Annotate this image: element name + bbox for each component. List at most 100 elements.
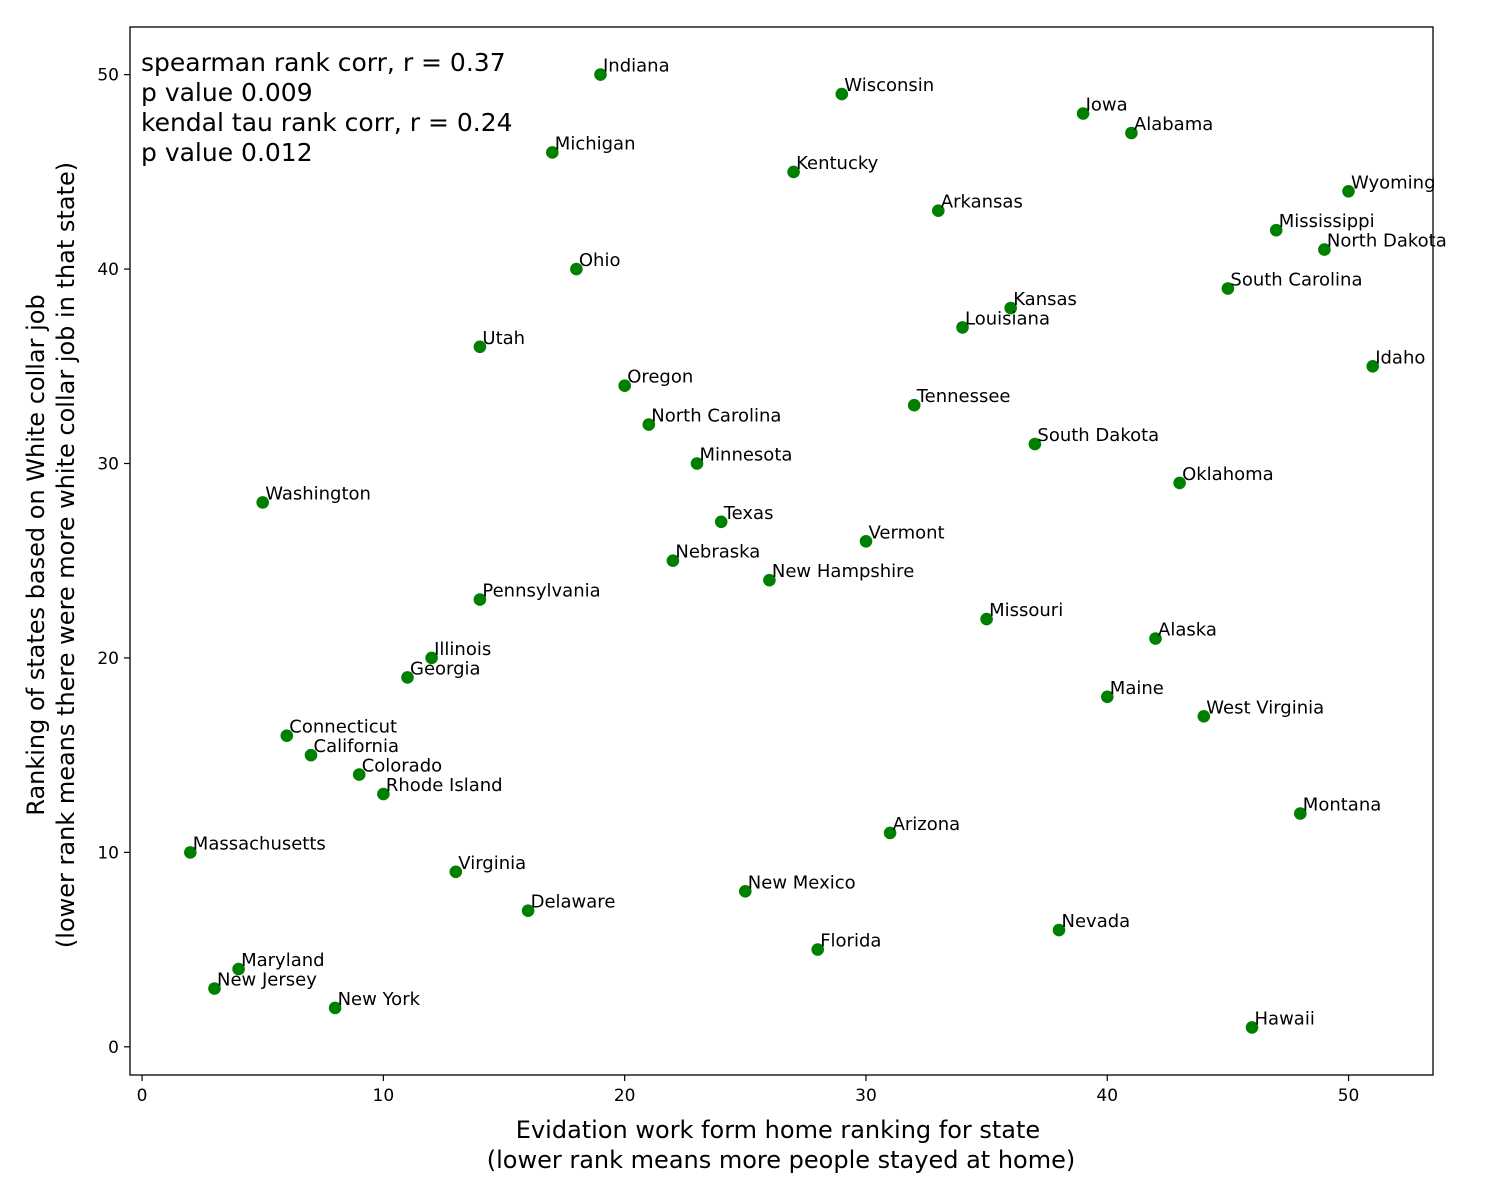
point-marker xyxy=(907,398,921,412)
x-tick-label: 30 xyxy=(855,1086,877,1106)
point-label: Oregon xyxy=(627,367,693,388)
stats-line-2: p value 0.009 xyxy=(141,78,313,107)
point-label: Kansas xyxy=(1013,289,1077,310)
point-marker xyxy=(401,671,414,684)
point-marker xyxy=(1342,185,1355,198)
point-label: Oklahoma xyxy=(1182,464,1274,485)
point-label: Vermont xyxy=(869,522,945,543)
point-marker xyxy=(714,515,728,529)
point-label: Rhode Island xyxy=(386,775,503,796)
point-marker xyxy=(980,612,993,626)
point-label: Nebraska xyxy=(675,542,760,563)
point-label: New York xyxy=(338,989,421,1010)
point-label: Maine xyxy=(1110,678,1164,699)
point-label: Arizona xyxy=(893,814,961,835)
point-marker xyxy=(859,535,873,548)
point-label: North Carolina xyxy=(651,406,781,427)
point-marker xyxy=(1004,301,1017,315)
point-marker xyxy=(763,573,776,587)
point-marker xyxy=(1052,923,1066,937)
point-marker xyxy=(521,904,535,917)
stats-line-4: p value 0.012 xyxy=(141,138,313,167)
point-label: Hawaii xyxy=(1255,1008,1315,1029)
point-label: Florida xyxy=(820,931,881,952)
point-label: Minnesota xyxy=(700,445,793,466)
point-label: Pennsylvania xyxy=(482,581,600,602)
point-marker xyxy=(594,68,607,81)
y-axis-ticks: 0 10 20 30 40 50 xyxy=(97,66,130,1058)
x-tick-label: 40 xyxy=(1096,1086,1118,1106)
point-marker xyxy=(352,768,366,781)
point-marker xyxy=(377,787,390,801)
point-marker xyxy=(1269,223,1283,237)
point-marker xyxy=(1076,107,1090,120)
point-label: Texas xyxy=(723,503,774,524)
point-marker xyxy=(328,1001,342,1015)
point-marker xyxy=(883,826,897,840)
point-label: Iowa xyxy=(1086,95,1128,116)
point-label: New Hampshire xyxy=(772,561,914,582)
point-marker xyxy=(304,748,318,762)
point-label: North Dakota xyxy=(1327,231,1447,252)
y-axis-label-line-1: Ranking of states based on White collar … xyxy=(22,294,50,815)
x-axis-label-line-1: Evidation work form home ranking for sta… xyxy=(516,1116,1040,1144)
point-marker xyxy=(1028,437,1042,451)
point-labels-layer: Indiana Wisconsin Iowa Alabama Michigan Kentu… xyxy=(193,56,1447,1030)
point-marker xyxy=(1173,476,1186,490)
point-label: South Dakota xyxy=(1037,425,1159,446)
x-tick-label: 20 xyxy=(614,1086,636,1106)
point-label: Georgia xyxy=(410,658,481,679)
y-tick-label: 0 xyxy=(108,1038,119,1058)
point-marker xyxy=(932,204,945,217)
point-label: New Jersey xyxy=(217,970,317,991)
point-marker xyxy=(256,496,270,509)
point-label: Wyoming xyxy=(1351,172,1436,193)
y-tick-label: 20 xyxy=(97,649,119,669)
points-layer xyxy=(184,68,1379,1034)
point-marker xyxy=(618,379,631,393)
point-marker xyxy=(1318,243,1331,256)
point-label: Mississippi xyxy=(1279,211,1375,232)
point-marker xyxy=(1366,360,1379,373)
y-tick-label: 30 xyxy=(97,455,119,475)
point-marker xyxy=(280,729,294,742)
point-label: New Mexico xyxy=(748,872,856,893)
point-label: Washington xyxy=(265,483,371,504)
point-label: Delaware xyxy=(531,892,616,913)
y-axis-label-line-2: (lower rank means there were more white … xyxy=(52,162,80,948)
stats-line-1: spearman rank corr, r = 0.37 xyxy=(141,48,506,77)
x-tick-label: 10 xyxy=(373,1086,395,1106)
point-label: Idaho xyxy=(1375,347,1425,368)
point-marker xyxy=(956,321,969,334)
y-tick-label: 10 xyxy=(97,843,119,863)
x-axis-ticks: 0 10 20 30 40 50 xyxy=(137,1075,1359,1106)
point-marker xyxy=(184,846,197,859)
point-label: Massachusetts xyxy=(193,833,326,854)
point-label: Michigan xyxy=(555,133,636,154)
point-label: Montana xyxy=(1303,795,1381,816)
point-label: Wisconsin xyxy=(844,75,934,96)
point-marker xyxy=(1149,632,1162,645)
point-marker xyxy=(811,943,824,956)
point-marker xyxy=(1294,807,1307,820)
point-label: Utah xyxy=(482,328,525,349)
point-label: California xyxy=(314,736,399,757)
stats-line-3: kendal tau rank corr, r = 0.24 xyxy=(141,108,513,137)
point-label: Kentucky xyxy=(796,153,879,174)
point-marker xyxy=(666,554,680,567)
point-label: Colorado xyxy=(362,756,442,777)
point-marker xyxy=(835,87,849,101)
y-tick-label: 50 xyxy=(97,66,119,86)
point-label: South Carolina xyxy=(1230,270,1362,291)
x-tick-label: 0 xyxy=(137,1086,148,1106)
point-label: Alabama xyxy=(1134,114,1213,135)
point-label: Arkansas xyxy=(941,192,1023,213)
point-marker xyxy=(1197,710,1211,723)
point-marker xyxy=(425,651,438,665)
point-label: Nevada xyxy=(1062,911,1131,932)
point-label: Indiana xyxy=(603,56,670,77)
point-label: Illinois xyxy=(434,639,491,660)
point-marker xyxy=(473,340,487,354)
point-marker xyxy=(739,885,752,898)
